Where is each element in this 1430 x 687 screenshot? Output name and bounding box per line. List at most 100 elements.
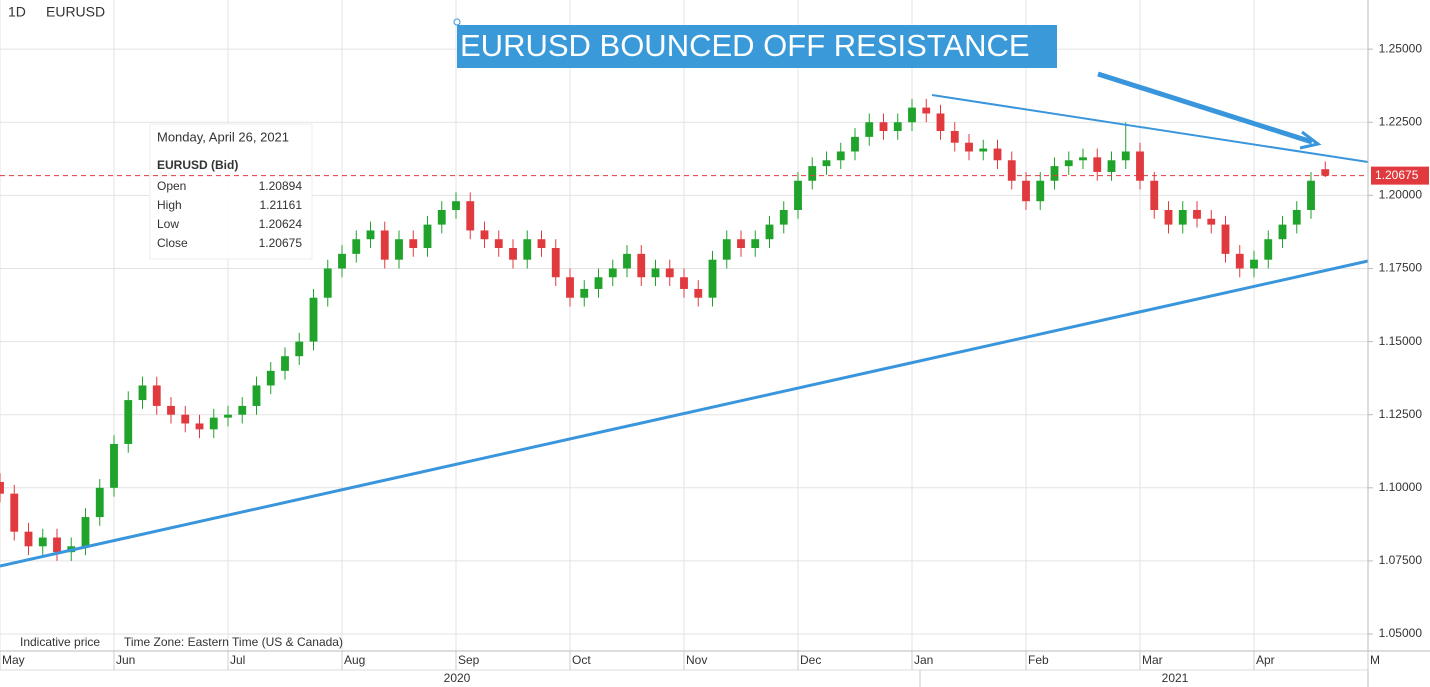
- y-tick-label: 1.20000: [1379, 188, 1423, 202]
- candle-body: [879, 122, 888, 132]
- candle-body: [950, 131, 959, 143]
- candle-body: [366, 230, 375, 240]
- candle-body: [1036, 180, 1045, 202]
- candle-body: [53, 537, 61, 553]
- candle-body: [965, 142, 973, 152]
- candle-body: [1250, 259, 1258, 269]
- candle-body: [665, 268, 674, 278]
- candle-body: [10, 493, 19, 532]
- candle-body: [1235, 253, 1244, 269]
- candle-body: [922, 107, 931, 114]
- tooltip-symbol: EURUSD (Bid): [157, 158, 238, 172]
- candle-body: [580, 288, 589, 298]
- candle-body: [152, 385, 161, 406]
- candle-body: [1278, 224, 1287, 240]
- support-line: [0, 259, 1369, 568]
- candle-body: [395, 239, 403, 260]
- tooltip-label: High: [157, 198, 182, 212]
- candles: [0, 98, 1330, 561]
- tooltip-value: 1.20624: [259, 217, 303, 231]
- candle-body: [323, 268, 332, 298]
- candle-body: [651, 268, 660, 278]
- candle-body: [637, 253, 646, 278]
- candle-body: [295, 341, 304, 357]
- candle-body: [1178, 209, 1187, 225]
- candle-body: [808, 166, 817, 181]
- resistance-line: [931, 94, 1369, 163]
- y-tick-label: 1.05000: [1379, 626, 1423, 640]
- x-tick-label: May: [2, 653, 25, 667]
- candle-body: [480, 230, 489, 240]
- candle-body: [1107, 160, 1116, 172]
- candle-body: [765, 224, 774, 240]
- candle-body: [1193, 209, 1201, 219]
- x-tick-label: M: [1370, 653, 1380, 667]
- price-tag-label: 1.20675: [1375, 168, 1419, 182]
- candle-body: [452, 201, 460, 210]
- interval: 1D: [8, 4, 26, 20]
- x-tick-label: Jan: [914, 653, 933, 667]
- x-tick-label: Aug: [344, 653, 365, 667]
- year-label: 2020: [444, 671, 471, 685]
- candle-body: [551, 248, 560, 278]
- tooltip-label: Low: [157, 217, 179, 231]
- candle-body: [993, 148, 1002, 161]
- candle-body: [865, 122, 874, 137]
- y-tick-label: 1.22500: [1379, 114, 1423, 128]
- candle-body: [423, 224, 432, 248]
- candle-body: [1164, 209, 1173, 225]
- tooltip-rows: Open 1.20894 High 1.21161 Low 1.20624 Close 1.2…: [157, 179, 302, 250]
- anchor-point: [453, 18, 461, 26]
- year-label: 2021: [1162, 671, 1189, 685]
- candle-body: [836, 151, 845, 161]
- candle-body: [851, 136, 859, 152]
- candle-body: [936, 113, 945, 132]
- candle-body: [1150, 180, 1159, 210]
- candle-body: [737, 239, 745, 248]
- candle-body: [95, 487, 104, 518]
- tooltip-label: Open: [157, 179, 186, 193]
- candle-body: [979, 148, 988, 152]
- candle-body: [0, 481, 4, 494]
- candle-body: [1064, 160, 1073, 167]
- candle-body: [124, 400, 133, 444]
- y-tick-label: 1.10000: [1379, 480, 1423, 494]
- candle-body: [24, 531, 33, 547]
- x-tick-label: Feb: [1028, 653, 1049, 667]
- candle-body: [1307, 180, 1315, 210]
- candle-body: [537, 239, 546, 248]
- candle-body: [1022, 180, 1030, 202]
- candle-body: [195, 423, 204, 430]
- candle-body: [893, 122, 902, 132]
- candle-body: [138, 385, 147, 401]
- title-box: [457, 25, 1057, 68]
- tooltip-value: 1.20894: [259, 179, 303, 193]
- x-tick-label: Sep: [458, 653, 480, 667]
- candle-body: [1136, 151, 1144, 181]
- candle-body: [1321, 169, 1330, 176]
- candle-body: [181, 414, 190, 424]
- candle-body: [81, 517, 90, 547]
- candle-body: [1079, 157, 1087, 161]
- x-tick-label: Apr: [1256, 653, 1275, 667]
- candle-body: [594, 277, 603, 289]
- x-tick-label: Jul: [230, 653, 245, 667]
- candle-body: [1207, 218, 1216, 225]
- candle-body: [779, 209, 788, 225]
- candle-body: [437, 209, 446, 225]
- price-tag: [1371, 166, 1429, 185]
- candle-body: [566, 277, 574, 298]
- candle-body: [908, 107, 916, 123]
- x-tick-label: Jun: [116, 653, 135, 667]
- y-tick-label: 1.12500: [1379, 407, 1423, 421]
- arrow-head: [1299, 130, 1322, 150]
- candle-body: [281, 356, 289, 371]
- x-tick-label: Mar: [1142, 653, 1163, 667]
- candle-body: [209, 417, 218, 430]
- candle-body: [708, 259, 717, 298]
- y-tick-label: 1.17500: [1379, 261, 1423, 275]
- tooltip-box: [149, 123, 313, 260]
- candle-body: [1050, 166, 1059, 181]
